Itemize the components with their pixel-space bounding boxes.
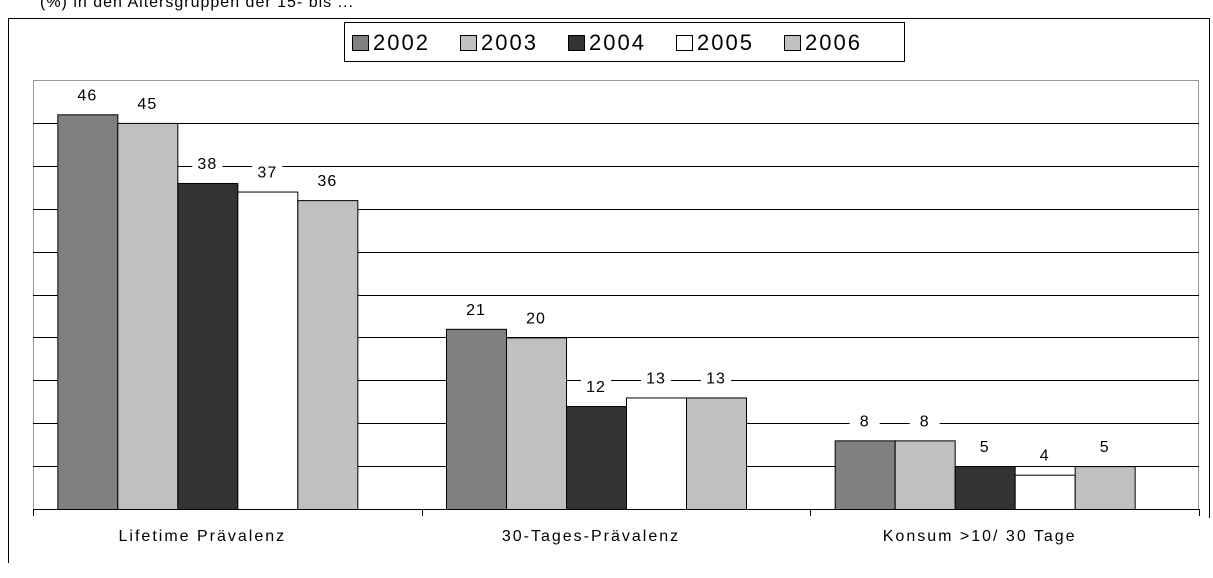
data-label: 21 (466, 302, 486, 319)
data-label-bg (132, 94, 163, 114)
data-label-bg (969, 438, 1000, 458)
bar-2003-2 (894, 440, 956, 510)
data-label-bg (1089, 438, 1120, 458)
data-label: 4 (1040, 448, 1050, 465)
data-label-bg (312, 172, 343, 192)
data-label: 5 (980, 439, 990, 456)
bar-2003-1 (506, 337, 567, 510)
bar-2006-0 (297, 200, 359, 510)
data-label-bg (521, 309, 551, 329)
legend-box (344, 22, 905, 62)
data-label-bg (461, 300, 491, 320)
data-label-bg (641, 369, 671, 389)
legend-swatch (352, 35, 369, 51)
bar-2005-2 (1014, 474, 1076, 510)
data-label-bg (72, 86, 103, 106)
chart-frame: 46 45 38 37 36 21 20 12 13 13 8 8 5 4 5 Lifetime Präva… (8, 18, 1210, 578)
bar-2004-0 (177, 182, 239, 511)
data-label-bg (701, 369, 731, 389)
x-axis-label: Lifetime Prävalenz (119, 528, 287, 545)
legend: 2002 2003 2004 2005 2006 (344, 22, 905, 62)
data-label-bg (909, 412, 940, 432)
data-label: 37 (257, 165, 277, 182)
legend-swatch (784, 35, 801, 51)
x-axis-labels: Lifetime Prävalenz 30-Tages-Prävalenz Kons… (119, 528, 1077, 545)
legend-label: 2006 (805, 30, 862, 55)
bar-2006-2 (1074, 466, 1136, 511)
legend-label: 2005 (697, 30, 754, 55)
data-label-bg (252, 163, 283, 183)
data-label: 8 (860, 413, 870, 430)
data-label-bg (581, 378, 611, 398)
legend-label: 2002 (373, 30, 430, 55)
x-axis-ticks (33, 509, 1200, 516)
legend-swatch (676, 35, 693, 51)
x-axis-label: Konsum >10/ 30 Tage (883, 528, 1077, 545)
data-label-bg (192, 154, 223, 174)
bar-2006-1 (686, 397, 747, 510)
bar-2005-0 (237, 191, 299, 510)
data-label-bg (849, 412, 880, 432)
bar-2002-1 (446, 328, 507, 510)
bar-2002-2 (834, 440, 896, 510)
data-label: 13 (706, 370, 726, 387)
data-label: 38 (197, 156, 217, 173)
bars (57, 114, 1136, 511)
legend-swatch (460, 35, 477, 51)
legend-swatch (568, 35, 585, 51)
data-label: 12 (586, 379, 606, 396)
bar-2002-0 (57, 114, 119, 510)
legend-label: 2004 (589, 30, 646, 55)
data-label: 46 (77, 87, 97, 104)
legend-label: 2003 (481, 30, 538, 55)
data-label-bg (1029, 446, 1060, 466)
x-axis-label: 30-Tages-Prävalenz (502, 528, 680, 545)
data-label: 8 (920, 413, 930, 430)
data-label: 45 (137, 96, 157, 113)
bar-2005-1 (626, 397, 687, 510)
data-label: 20 (526, 310, 546, 327)
data-label: 36 (317, 173, 337, 190)
caption-fragment: (%) in den Altersgruppen der 15- bis ... (40, 0, 354, 11)
bar-2004-1 (566, 406, 627, 511)
bar-2003-0 (117, 122, 179, 511)
data-label: 13 (646, 370, 666, 387)
data-label: 5 (1100, 439, 1110, 456)
bar-2004-2 (954, 466, 1016, 511)
